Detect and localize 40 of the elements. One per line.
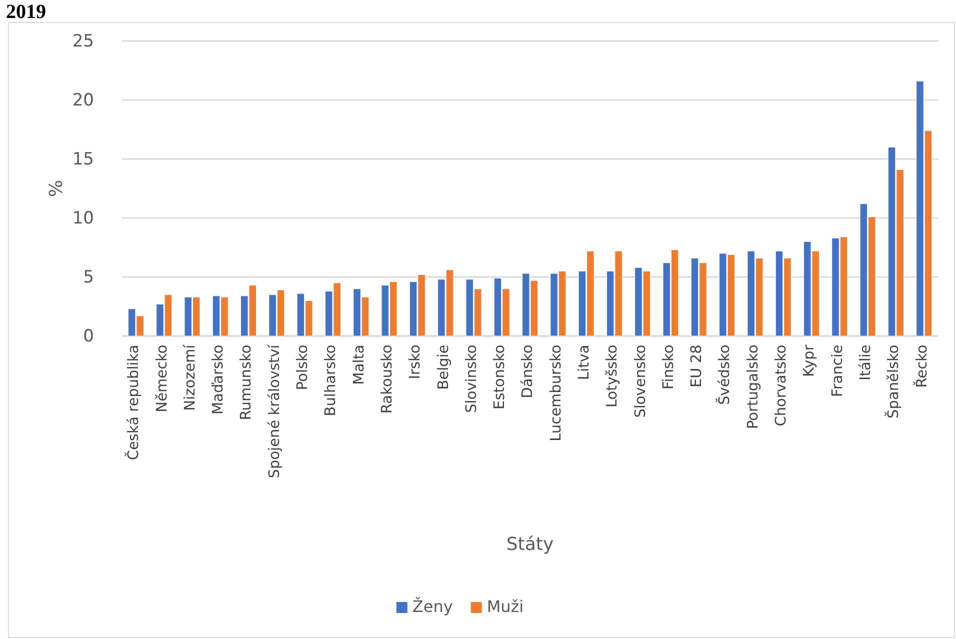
y-axis-title: % — [46, 180, 67, 198]
x-tick-label: Itálie — [858, 344, 874, 381]
x-tick-label: Spojené království — [266, 344, 283, 478]
x-tick-label: Polsko — [295, 344, 312, 390]
legend-label: Ženy — [412, 597, 453, 616]
x-tick-label: Kypr — [802, 344, 818, 377]
x-tick-label: Malta — [351, 344, 368, 385]
x-tick-label: Francie — [830, 344, 846, 397]
x-tick-label: Nizozemí — [182, 344, 198, 411]
x-tick-label: Estonsko — [492, 344, 508, 410]
x-axis-title: Státy — [506, 534, 554, 555]
x-tick-label: Rumunsko — [238, 344, 255, 420]
x-tick-label: Bulharsko — [323, 344, 340, 416]
x-tick-label: Maďarsko — [210, 344, 227, 414]
y-tick-label: 5 — [83, 267, 94, 288]
y-tick-label: 15 — [72, 149, 94, 170]
x-tick-label: Belgie — [436, 344, 452, 390]
x-tick-label: Litva — [576, 344, 592, 380]
x-tick-label: Chorvatsko — [774, 344, 790, 426]
x-tick-label: Česká republika — [124, 344, 142, 460]
x-tick-label: Španělsko — [884, 344, 902, 418]
x-tick-label: Portugalsko — [745, 344, 762, 430]
y-tick-label: 0 — [83, 326, 94, 346]
y-tick-label: 10 — [72, 208, 94, 228]
y-tick-label: 20 — [72, 90, 94, 110]
x-tick-label: Rakousko — [379, 344, 396, 414]
y-tick-label: 25 — [72, 31, 94, 52]
chart-title: 2019 — [6, 1, 46, 23]
x-tick-label: Lotyšsko — [604, 344, 621, 408]
x-tick-label: Švédsko — [715, 344, 734, 405]
x-tick-label: Finsko — [660, 344, 677, 390]
x-tick-label: Dánsko — [520, 344, 536, 398]
legend-label: Muži — [486, 597, 524, 616]
x-tick-label: Slovinsko — [464, 344, 480, 413]
x-tick-label: Řecko — [912, 344, 930, 388]
x-tick-label: Slovensko — [632, 344, 649, 418]
x-tick-label: Irsko — [408, 344, 424, 380]
x-tick-label: Německo — [154, 344, 170, 412]
x-tick-label: Lucembursko — [548, 344, 564, 442]
x-tick-label: EU 28 — [689, 344, 706, 388]
